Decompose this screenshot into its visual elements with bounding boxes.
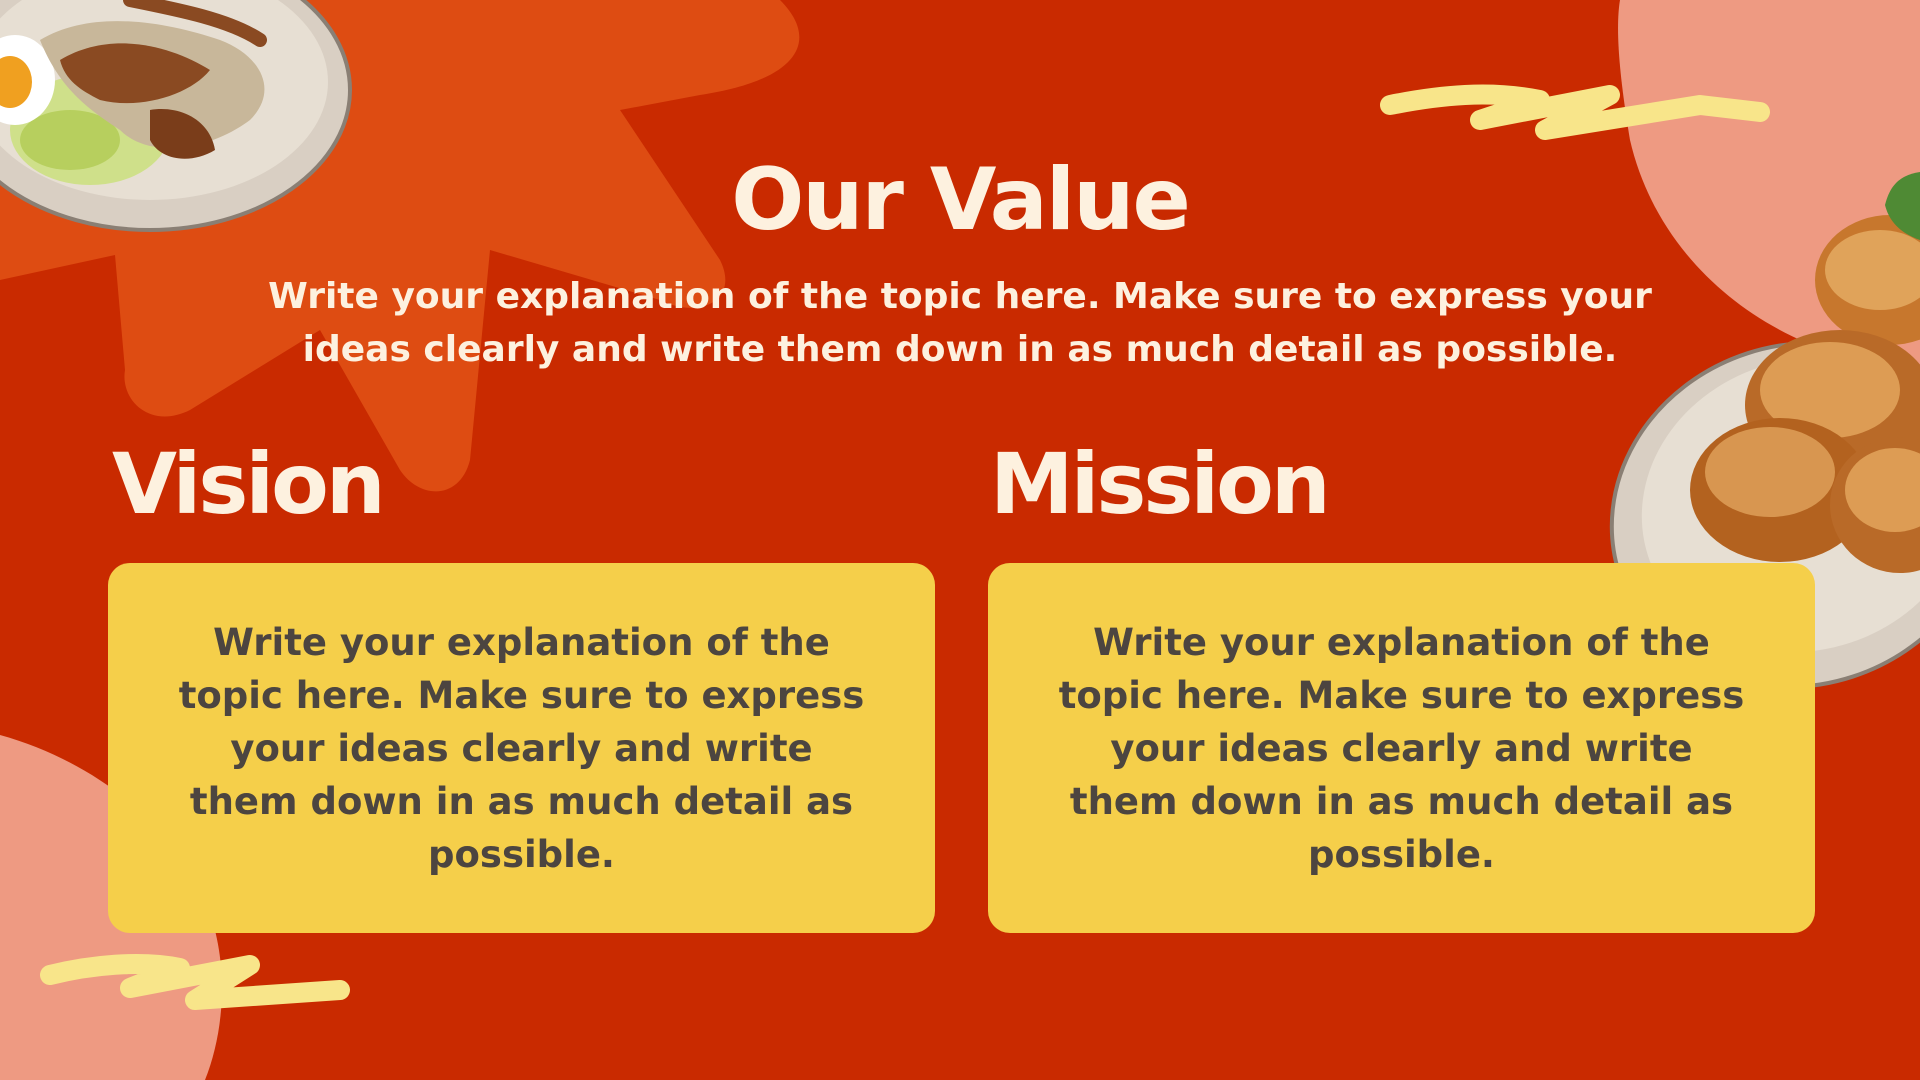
mission-card-text: Write your explanation of the topic here… bbox=[1058, 620, 1745, 876]
vision-card-text: Write your explanation of the topic here… bbox=[178, 620, 865, 876]
page-title: Our Value bbox=[731, 150, 1191, 250]
mission-card: Write your explanation of the topic here… bbox=[988, 563, 1815, 933]
squiggle-bottom-left bbox=[40, 954, 350, 1010]
vision-card: Write your explanation of the topic here… bbox=[108, 563, 935, 933]
vision-heading: Vision bbox=[112, 435, 386, 533]
food-plate-top-left-image bbox=[0, 0, 352, 232]
squiggle-top-right bbox=[1380, 84, 1770, 140]
intro-paragraph: Write your explanation of the topic here… bbox=[268, 276, 1652, 370]
mission-heading: Mission bbox=[990, 435, 1331, 533]
